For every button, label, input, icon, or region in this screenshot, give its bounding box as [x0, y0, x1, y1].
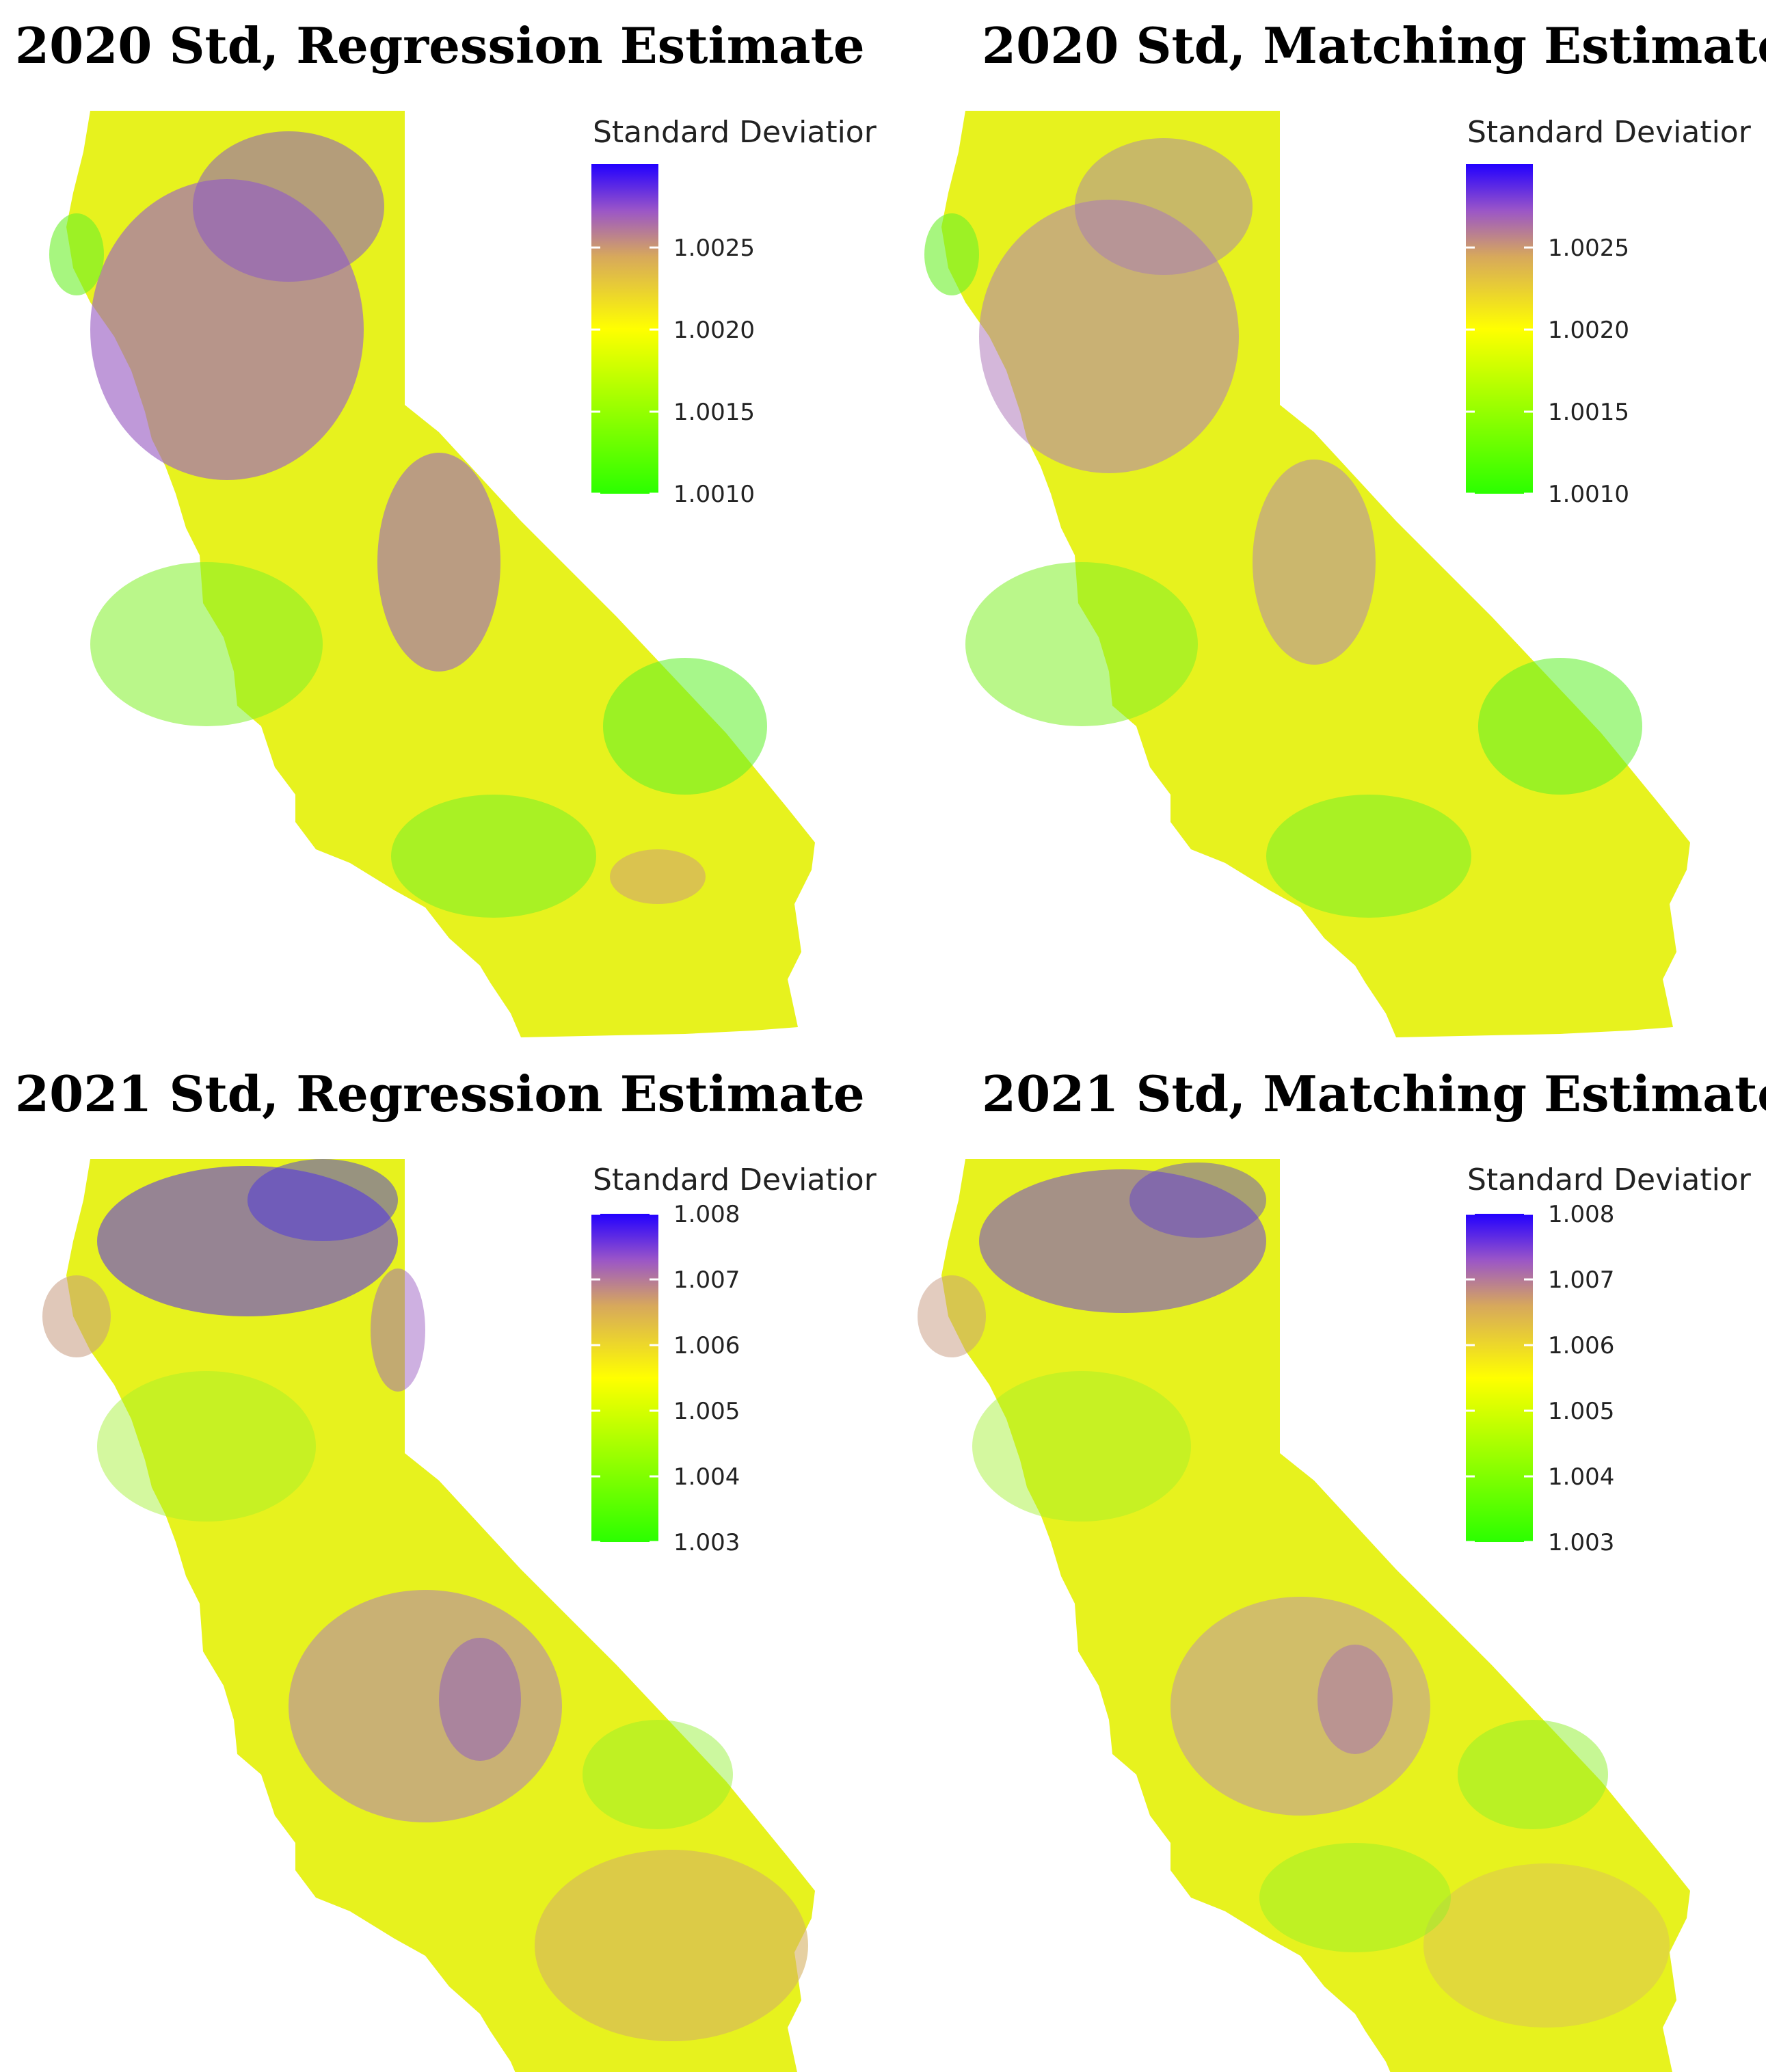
tick-label: 1.006: [1548, 1332, 1614, 1359]
panel-title: 2021 Std, Matching Estimate: [982, 1065, 1766, 1123]
tick-label: 1.0025: [1548, 235, 1629, 262]
tick-label: 1.0020: [673, 317, 755, 344]
tick-label: 1.004: [1548, 1463, 1614, 1491]
tick-label: 1.0015: [673, 399, 755, 426]
legend-ticks: 1.003 1.004 1.005 1.006 1.007 1.008: [591, 1201, 740, 1556]
tick-label: 1.005: [673, 1398, 740, 1425]
panel-2021-matching: 2021 Std, Matching Estimate Standard Dev…: [918, 1065, 1766, 2072]
tick-label: 1.0010: [673, 481, 755, 508]
legend-ticks: 1.0010 1.0015 1.0020 1.0025: [591, 235, 755, 508]
tick-label: 1.007: [1548, 1266, 1614, 1294]
color-legend: Standard Deviatior 1.0010 1.0015 1.0020 …: [1466, 115, 1752, 508]
tick-label: 1.003: [673, 1529, 740, 1556]
tick-label: 1.0020: [1548, 317, 1629, 344]
colorbar: [591, 164, 658, 494]
panel-title: 2021 Std, Regression Estimate: [15, 1065, 865, 1123]
legend-title: Standard Deviatior: [1467, 1163, 1752, 1197]
tick-label: 1.005: [1548, 1398, 1614, 1425]
color-legend: Standard Deviatior 1.0010 1.0015 1.0020 …: [591, 115, 877, 508]
california-map: [49, 111, 815, 1037]
tick-label: 1.008: [1548, 1201, 1614, 1228]
color-legend: Standard Deviatior 1.003 1.004 1.005 1.0…: [1466, 1163, 1752, 1556]
color-legend: Standard Deviatior 1.003 1.004 1.005 1.0…: [591, 1163, 877, 1556]
california-map: [42, 1159, 815, 2072]
tick-label: 1.0010: [1548, 481, 1629, 508]
panel-2021-regression: 2021 Std, Regression Estimate Standard D…: [15, 1065, 877, 2072]
panel-2020-regression: 2020 Std, Regression Estimate Standard D…: [15, 16, 877, 1037]
tick-label: 1.007: [673, 1266, 740, 1294]
california-map: [918, 1159, 1690, 2072]
legend-title: Standard Deviatior: [593, 1163, 877, 1197]
panel-title: 2020 Std, Regression Estimate: [15, 16, 865, 75]
legend-ticks: 1.003 1.004 1.005 1.006 1.007 1.008: [1466, 1201, 1614, 1556]
tick-label: 1.003: [1548, 1529, 1614, 1556]
colorbar: [1466, 164, 1533, 494]
tick-label: 1.0025: [673, 235, 755, 262]
panel-2020-matching: 2020 Std, Matching Estimate Standard Dev…: [924, 16, 1766, 1037]
panel-title: 2020 Std, Matching Estimate: [982, 16, 1766, 75]
tick-label: 1.008: [673, 1201, 740, 1228]
tick-label: 1.006: [673, 1332, 740, 1359]
tick-label: 1.0015: [1548, 399, 1629, 426]
tick-label: 1.004: [673, 1463, 740, 1491]
legend-title: Standard Deviatior: [593, 115, 877, 150]
legend-ticks: 1.0010 1.0015 1.0020 1.0025: [1466, 235, 1629, 508]
california-map: [924, 111, 1690, 1037]
legend-title: Standard Deviatior: [1467, 115, 1752, 150]
colorbar: [1466, 1214, 1533, 1542]
colorbar: [591, 1214, 658, 1542]
